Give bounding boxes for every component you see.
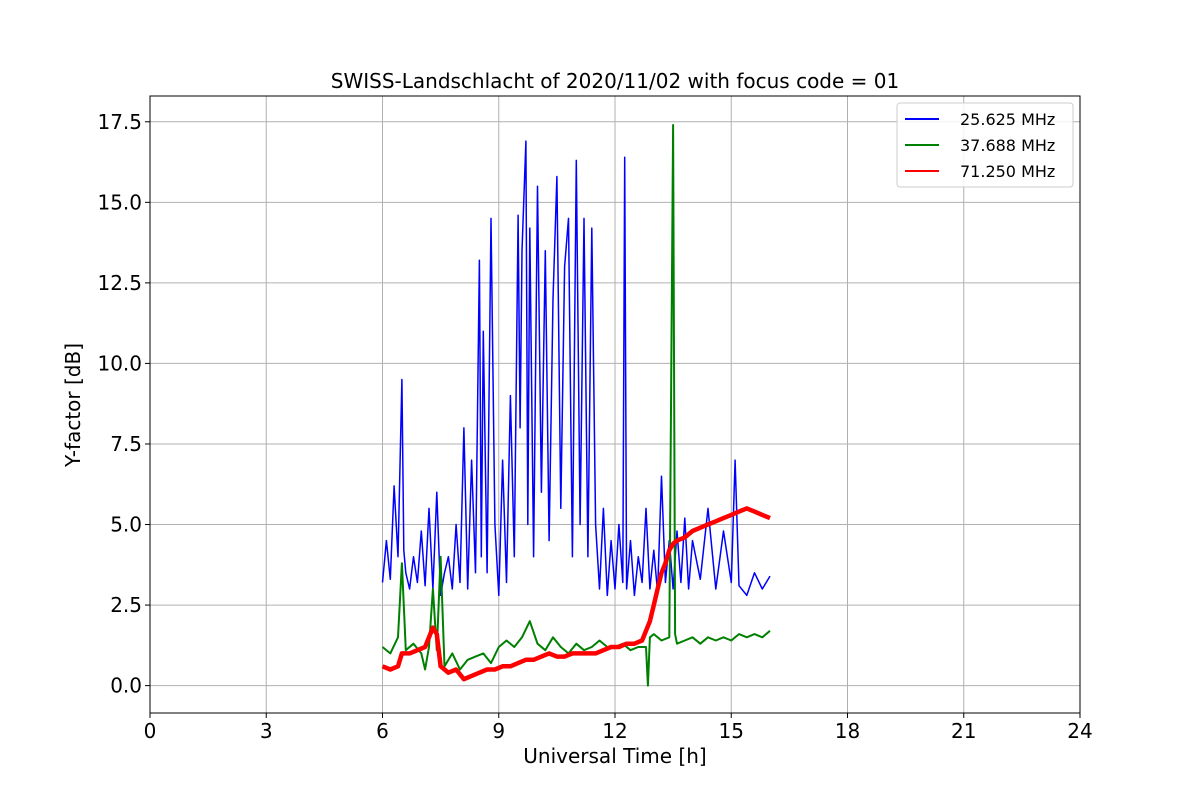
- x-tick-label: 3: [260, 719, 273, 743]
- legend: 25.625 MHz 37.688 MHz 71.250 MHz: [896, 102, 1074, 188]
- series-line-3: [381, 506, 771, 682]
- series-line-1: [381, 140, 771, 597]
- chart-title: SWISS-Landschlacht of 2020/11/02 with fo…: [331, 69, 899, 93]
- y-tick-label: 2.5: [110, 593, 142, 617]
- y-tick-label: 12.5: [97, 271, 142, 295]
- x-tick-label: 0: [144, 719, 157, 743]
- legend-box: [896, 102, 1074, 188]
- x-tick-label: 18: [835, 719, 860, 743]
- series-layer: [381, 124, 771, 687]
- y-tick-label: 7.5: [110, 432, 142, 456]
- y-tick-label: 17.5: [97, 110, 142, 134]
- y-tick-label: 15.0: [97, 190, 142, 214]
- x-tick-label: 6: [376, 719, 389, 743]
- legend-label: 25.625 MHz: [960, 110, 1055, 129]
- legend-label: 71.250 MHz: [960, 162, 1055, 181]
- x-tick-label: 12: [602, 719, 627, 743]
- x-tick-label: 15: [719, 719, 744, 743]
- x-axis-label: Universal Time [h]: [523, 744, 706, 768]
- y-tick-label: 5.0: [110, 513, 142, 537]
- x-tick-label: 24: [1067, 719, 1092, 743]
- legend-label: 37.688 MHz: [960, 136, 1055, 155]
- ticks: 0 3 6 9 12 15 18 21 24 0.0 2.5 5.0 7.5 10.0 12.5 15.0 17…: [97, 110, 1092, 743]
- y-tick-label: 10.0: [97, 351, 142, 375]
- y-axis-label: Y-factor [dB]: [61, 343, 85, 468]
- y-tick-label: 0.0: [110, 674, 142, 698]
- x-tick-label: 9: [492, 719, 505, 743]
- x-tick-label: 21: [951, 719, 976, 743]
